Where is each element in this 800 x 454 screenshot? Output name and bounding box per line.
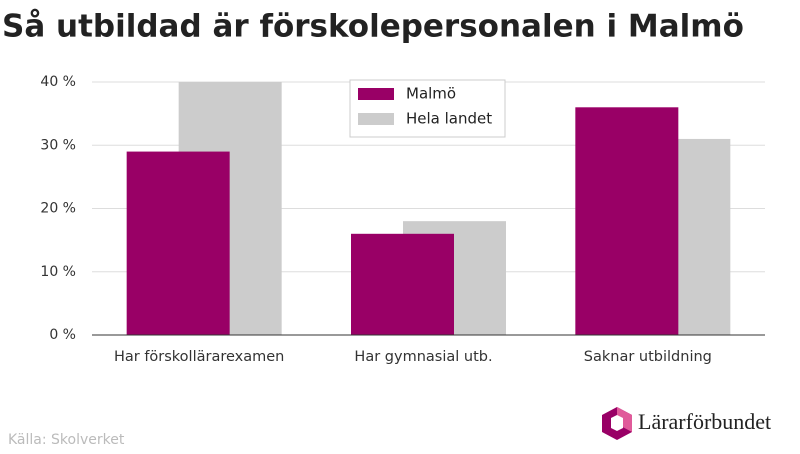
x-tick-label: Saknar utbildning: [584, 349, 712, 365]
legend-swatch: [358, 88, 394, 100]
y-tick-label: 40 %: [40, 74, 76, 90]
y-tick-label: 10 %: [40, 264, 76, 280]
chart-title: Så utbildad är förskolepersonalen i Malm…: [2, 9, 744, 45]
legend-label: Hela landet: [406, 110, 492, 128]
source: Källa: Skolverket: [8, 432, 125, 448]
bar: [126, 151, 230, 335]
logo-icon: [602, 407, 632, 440]
bar: [351, 233, 454, 335]
legend-swatch: [358, 113, 394, 125]
legend-label: Malmö: [406, 85, 456, 103]
logo-text: Lärarförbundet: [638, 409, 771, 434]
y-tick-label: 20 %: [40, 201, 76, 217]
x-tick-label: Har förskollärarexamen: [114, 349, 284, 365]
bar: [575, 107, 679, 335]
y-tick-label: 0 %: [49, 327, 76, 343]
legend-box: [349, 79, 506, 138]
x-tick-label: Har gymnasial utb.: [354, 349, 492, 365]
y-tick-label: 30 %: [40, 137, 76, 153]
